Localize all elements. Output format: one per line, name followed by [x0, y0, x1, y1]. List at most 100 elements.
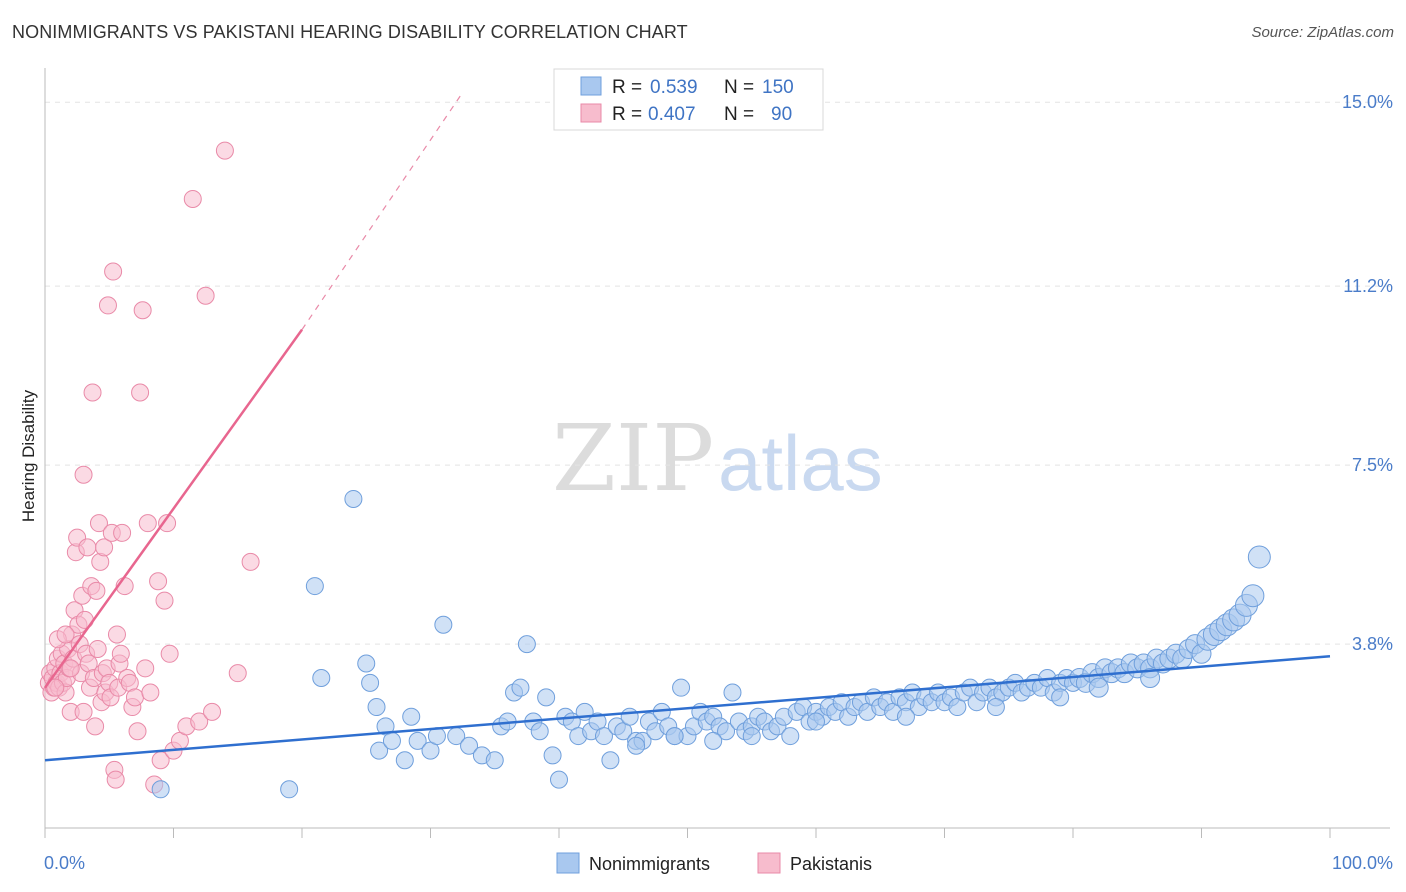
pakistanis-point [78, 538, 97, 557]
pakistanis-point [133, 301, 152, 320]
nonimmigrants-point [530, 722, 549, 741]
chart-title: NONIMMIGRANTS VS PAKISTANI HEARING DISAB… [12, 22, 688, 42]
legend-r-label: R = [612, 77, 642, 98]
pakistanis-point [160, 644, 179, 663]
x-axis-ticks [44, 828, 1331, 838]
pakistanis-point [155, 591, 174, 610]
pakistanis-point [149, 572, 168, 591]
y-tick-label: 15.0% [1342, 92, 1393, 112]
nonimmigrants-point [896, 707, 915, 726]
y-axis-title: Hearing Disability [19, 389, 38, 522]
pakistanis-point [128, 722, 147, 741]
legend-swatch-pakistanis [580, 103, 602, 123]
pakistanis-point [46, 678, 65, 697]
pakistanis-point [98, 296, 117, 315]
nonimmigrants-point [485, 751, 504, 770]
series-swatch-nonimmigrants [556, 852, 580, 874]
nonimmigrants-point [305, 577, 324, 596]
pakistanis-point [131, 383, 150, 402]
nonimmigrants-point [370, 741, 389, 760]
pakistanis-point [203, 702, 222, 721]
pakistanis-trend-line [43, 328, 304, 689]
nonimmigrants-point [151, 780, 170, 799]
nonimmigrants-point [986, 698, 1005, 717]
nonimmigrants-point [601, 751, 620, 770]
watermark-atlas: atlas [718, 419, 883, 507]
nonimmigrants-point [594, 727, 613, 746]
pakistanis-point [104, 262, 123, 281]
nonimmigrants-point [402, 707, 421, 726]
nonimmigrants-point [742, 727, 761, 746]
pakistanis-point [113, 523, 132, 542]
nonimmigrants-point [665, 727, 684, 746]
pakistanis-point [141, 683, 160, 702]
nonimmigrants-point [1241, 584, 1265, 608]
pakistanis-point [125, 688, 144, 707]
x-tick-label-min: 0.0% [44, 853, 85, 873]
legend-n-value: 90 [771, 104, 792, 125]
pakistanis-point [158, 514, 177, 533]
pakistanis-point [190, 712, 209, 731]
series-label-pakistanis: Pakistanis [790, 854, 872, 874]
legend-r-value: 0.407 [648, 104, 696, 125]
pakistanis-trend-extension [301, 92, 464, 330]
pakistanis-point [86, 717, 105, 736]
nonimmigrants-point [517, 635, 536, 654]
nonimmigrants-point [408, 731, 427, 750]
legend-n-label: N = [724, 77, 754, 98]
nonimmigrants-point [361, 673, 380, 692]
nonimmigrants-point [672, 678, 691, 697]
y-axis-tick-labels: 3.8% 7.5% 11.2% 15.0% [1342, 92, 1393, 654]
nonimmigrants-point [620, 707, 639, 726]
nonimmigrants-point [460, 736, 479, 755]
nonimmigrants-point [781, 727, 800, 746]
y-tick-label: 7.5% [1352, 455, 1393, 475]
pakistanis-point [241, 552, 260, 571]
pakistanis-point [111, 644, 130, 663]
nonimmigrants-points [151, 489, 1271, 799]
pakistanis-point [95, 538, 114, 557]
pakistanis-point [88, 639, 107, 658]
grid-lines [45, 101, 1390, 645]
nonimmigrants-point [357, 654, 376, 673]
pakistanis-point [138, 514, 157, 533]
nonimmigrants-point [312, 669, 331, 687]
pakistanis-point [107, 625, 126, 644]
legend-r-label: R = [612, 104, 642, 125]
series-swatch-pakistanis [757, 852, 781, 874]
pakistanis-point [74, 465, 93, 484]
nonimmigrants-point [807, 712, 825, 731]
nonimmigrants-point [537, 688, 556, 707]
nonimmigrants-point [1140, 668, 1161, 688]
pakistanis-point [74, 702, 93, 721]
nonimmigrants-point [550, 770, 568, 789]
pakistanis-point [136, 659, 155, 678]
nonimmigrants-point [704, 731, 723, 750]
x-tick-label-max: 100.0% [1332, 853, 1393, 873]
source-label: Source: ZipAtlas.com [1251, 24, 1394, 41]
pakistanis-point [196, 286, 215, 305]
legend-n-value: 150 [762, 77, 794, 98]
series-label-nonimmigrants: Nonimmigrants [589, 854, 710, 874]
pakistanis-point [56, 625, 75, 644]
pakistanis-point [183, 189, 202, 208]
nonimmigrants-point [367, 698, 386, 717]
nonimmigrants-point [511, 678, 530, 697]
pakistanis-point [87, 581, 106, 600]
nonimmigrants-point [382, 731, 401, 750]
nonimmigrants-point [434, 615, 453, 634]
nonimmigrants-point [344, 489, 363, 508]
nonimmigrants-point [723, 683, 742, 702]
legend-swatch-nonimmigrants [580, 76, 602, 96]
nonimmigrants-point [1088, 677, 1109, 698]
correlation-legend: R = 0.539 N = 150 R = 0.407 N = 90 [553, 68, 824, 131]
y-tick-label: 11.2% [1343, 276, 1393, 296]
pakistanis-point [106, 770, 125, 789]
watermark-zip: ZIP [552, 405, 714, 512]
series-legend: Nonimmigrants Pakistanis [556, 852, 872, 874]
pakistanis-point [61, 659, 80, 678]
legend-n-label: N = [724, 104, 754, 125]
pakistanis-points [39, 141, 260, 794]
y-tick-label: 3.8% [1352, 634, 1393, 654]
